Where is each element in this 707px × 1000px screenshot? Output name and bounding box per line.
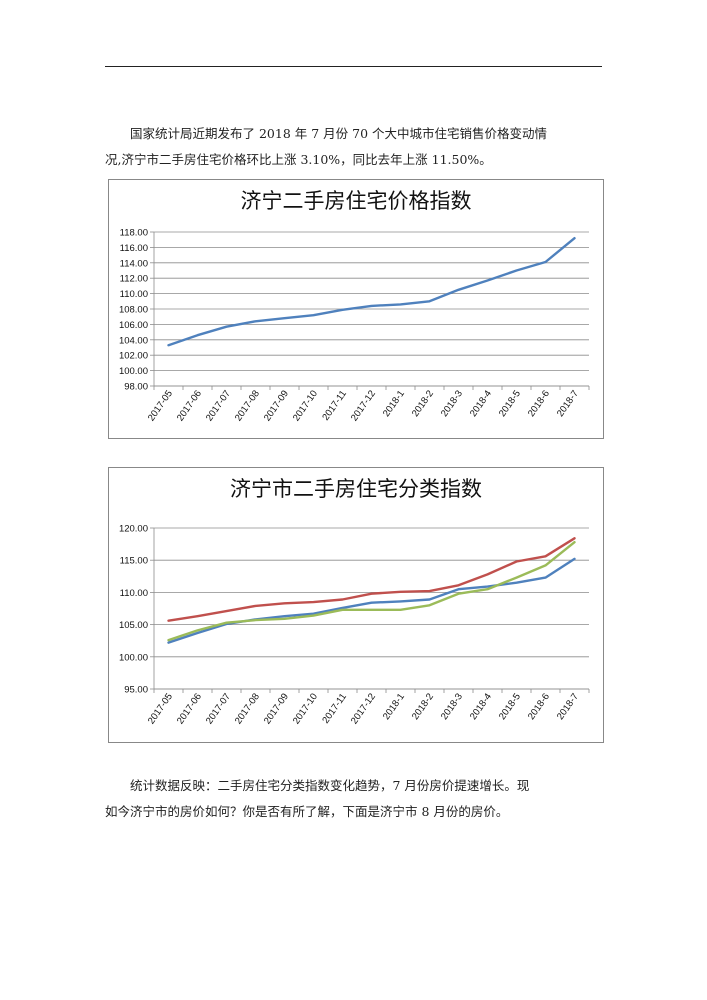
x-tick-label: 2018-7: [555, 691, 581, 722]
x-tick-label: 2018-6: [526, 691, 552, 722]
category-index-chart-svg: 济宁市二手房住宅分类指数 95.00 100.00 105.00 110.00 115.0…: [119, 477, 590, 726]
y-tick-label: 116.00: [120, 243, 148, 254]
x-tick-label: 2017-12: [349, 388, 378, 423]
x-tick-label: 2018-2: [410, 691, 436, 722]
x-tick-label: 2017-11: [320, 388, 349, 422]
x-tick-label: 2017-06: [175, 691, 204, 726]
x-tick-label: 2018-3: [439, 691, 465, 722]
chart-title: 济宁二手房住宅价格指数: [241, 189, 472, 213]
x-tick-label: 2017-11: [320, 691, 349, 725]
chart-title: 济宁市二手房住宅分类指数: [230, 477, 482, 501]
x-tick-label: 2017-05: [146, 691, 175, 726]
x-tick-label: 2017-07: [204, 388, 233, 423]
y-tick-label: 120.00: [119, 524, 148, 535]
y-tick-label: 95.00: [124, 685, 148, 696]
series-line-1: [167, 557, 576, 644]
series-line-2: [167, 537, 576, 622]
y-tick-label: 104.00: [119, 335, 148, 346]
conclusion-paragraph: 统计数据反映：二手房住宅分类指数变化趋势，7 月份房价提速增长。现 如今济宁市的…: [105, 773, 605, 825]
x-tick-label: 2018-4: [468, 388, 494, 419]
y-tick-label: 102.00: [119, 351, 148, 362]
x-tick-label: 2017-12: [349, 691, 378, 726]
y-tick-label: 106.00: [119, 320, 148, 331]
x-tick-label: 2018-1: [381, 691, 407, 722]
y-tick-label: 110.00: [120, 289, 148, 300]
x-tick-label: 2018-1: [381, 388, 407, 419]
x-tick-label: 2017-10: [291, 388, 320, 423]
x-tick-label: 2017-10: [291, 691, 320, 726]
header-rule: [105, 66, 602, 67]
y-tick-label: 110.00: [120, 588, 148, 599]
x-tick-label: 2018-5: [497, 388, 523, 419]
conclusion-line-1: 统计数据反映：二手房住宅分类指数变化趋势，7 月份房价提速增长。现: [130, 778, 530, 793]
intro-line-2: 况,济宁市二手房住宅价格环比上涨 3.10%，同比去年上涨 11.50%。: [105, 152, 492, 167]
series-line-1: [167, 237, 576, 347]
series-line-3: [167, 540, 576, 642]
category-index-chart: 济宁市二手房住宅分类指数 95.00 100.00 105.00 110.00 115.0…: [108, 467, 604, 743]
y-tick-label: 115.00: [120, 556, 148, 567]
x-tick-label: 2018-3: [439, 388, 465, 419]
intro-line-1: 国家统计局近期发布了 2018 年 7 月份 70 个大中城市住宅销售价格变动情: [130, 126, 548, 141]
y-tick-label: 108.00: [119, 305, 148, 316]
y-tick-label: 100.00: [119, 652, 148, 663]
x-tick-label: 2018-6: [526, 388, 552, 419]
x-tick-label: 2017-07: [204, 691, 233, 726]
y-tick-label: 112.00: [120, 274, 148, 285]
x-tick-label: 2017-08: [233, 691, 262, 726]
x-tick-label: 2017-06: [175, 388, 204, 423]
y-tick-label: 98.00: [124, 382, 148, 393]
price-index-chart: 济宁二手房住宅价格指数 98.00 100.00 102.00 104.00 106.00…: [108, 179, 604, 439]
x-tick-label: 2017-09: [262, 388, 291, 423]
y-tick-label: 114.00: [120, 258, 148, 269]
price-index-chart-svg: 济宁二手房住宅价格指数 98.00 100.00 102.00 104.00 106.00…: [119, 189, 590, 423]
intro-paragraph: 国家统计局近期发布了 2018 年 7 月份 70 个大中城市住宅销售价格变动情…: [105, 121, 605, 173]
x-tick-label: 2017-05: [146, 388, 175, 423]
x-tick-label: 2017-09: [262, 691, 291, 726]
y-tick-label: 100.00: [119, 366, 148, 377]
x-tick-label: 2018-5: [497, 691, 523, 722]
conclusion-line-2: 如今济宁市的房价如何？你是否有所了解，下面是济宁市 8 月份的房价。: [105, 804, 509, 819]
x-tick-label: 2018-4: [468, 691, 494, 722]
x-tick-label: 2018-2: [410, 388, 436, 419]
x-tick-label: 2017-08: [233, 388, 262, 423]
x-tick-label: 2018-7: [555, 388, 581, 419]
y-tick-label: 118.00: [120, 228, 148, 239]
y-tick-label: 105.00: [119, 620, 148, 631]
